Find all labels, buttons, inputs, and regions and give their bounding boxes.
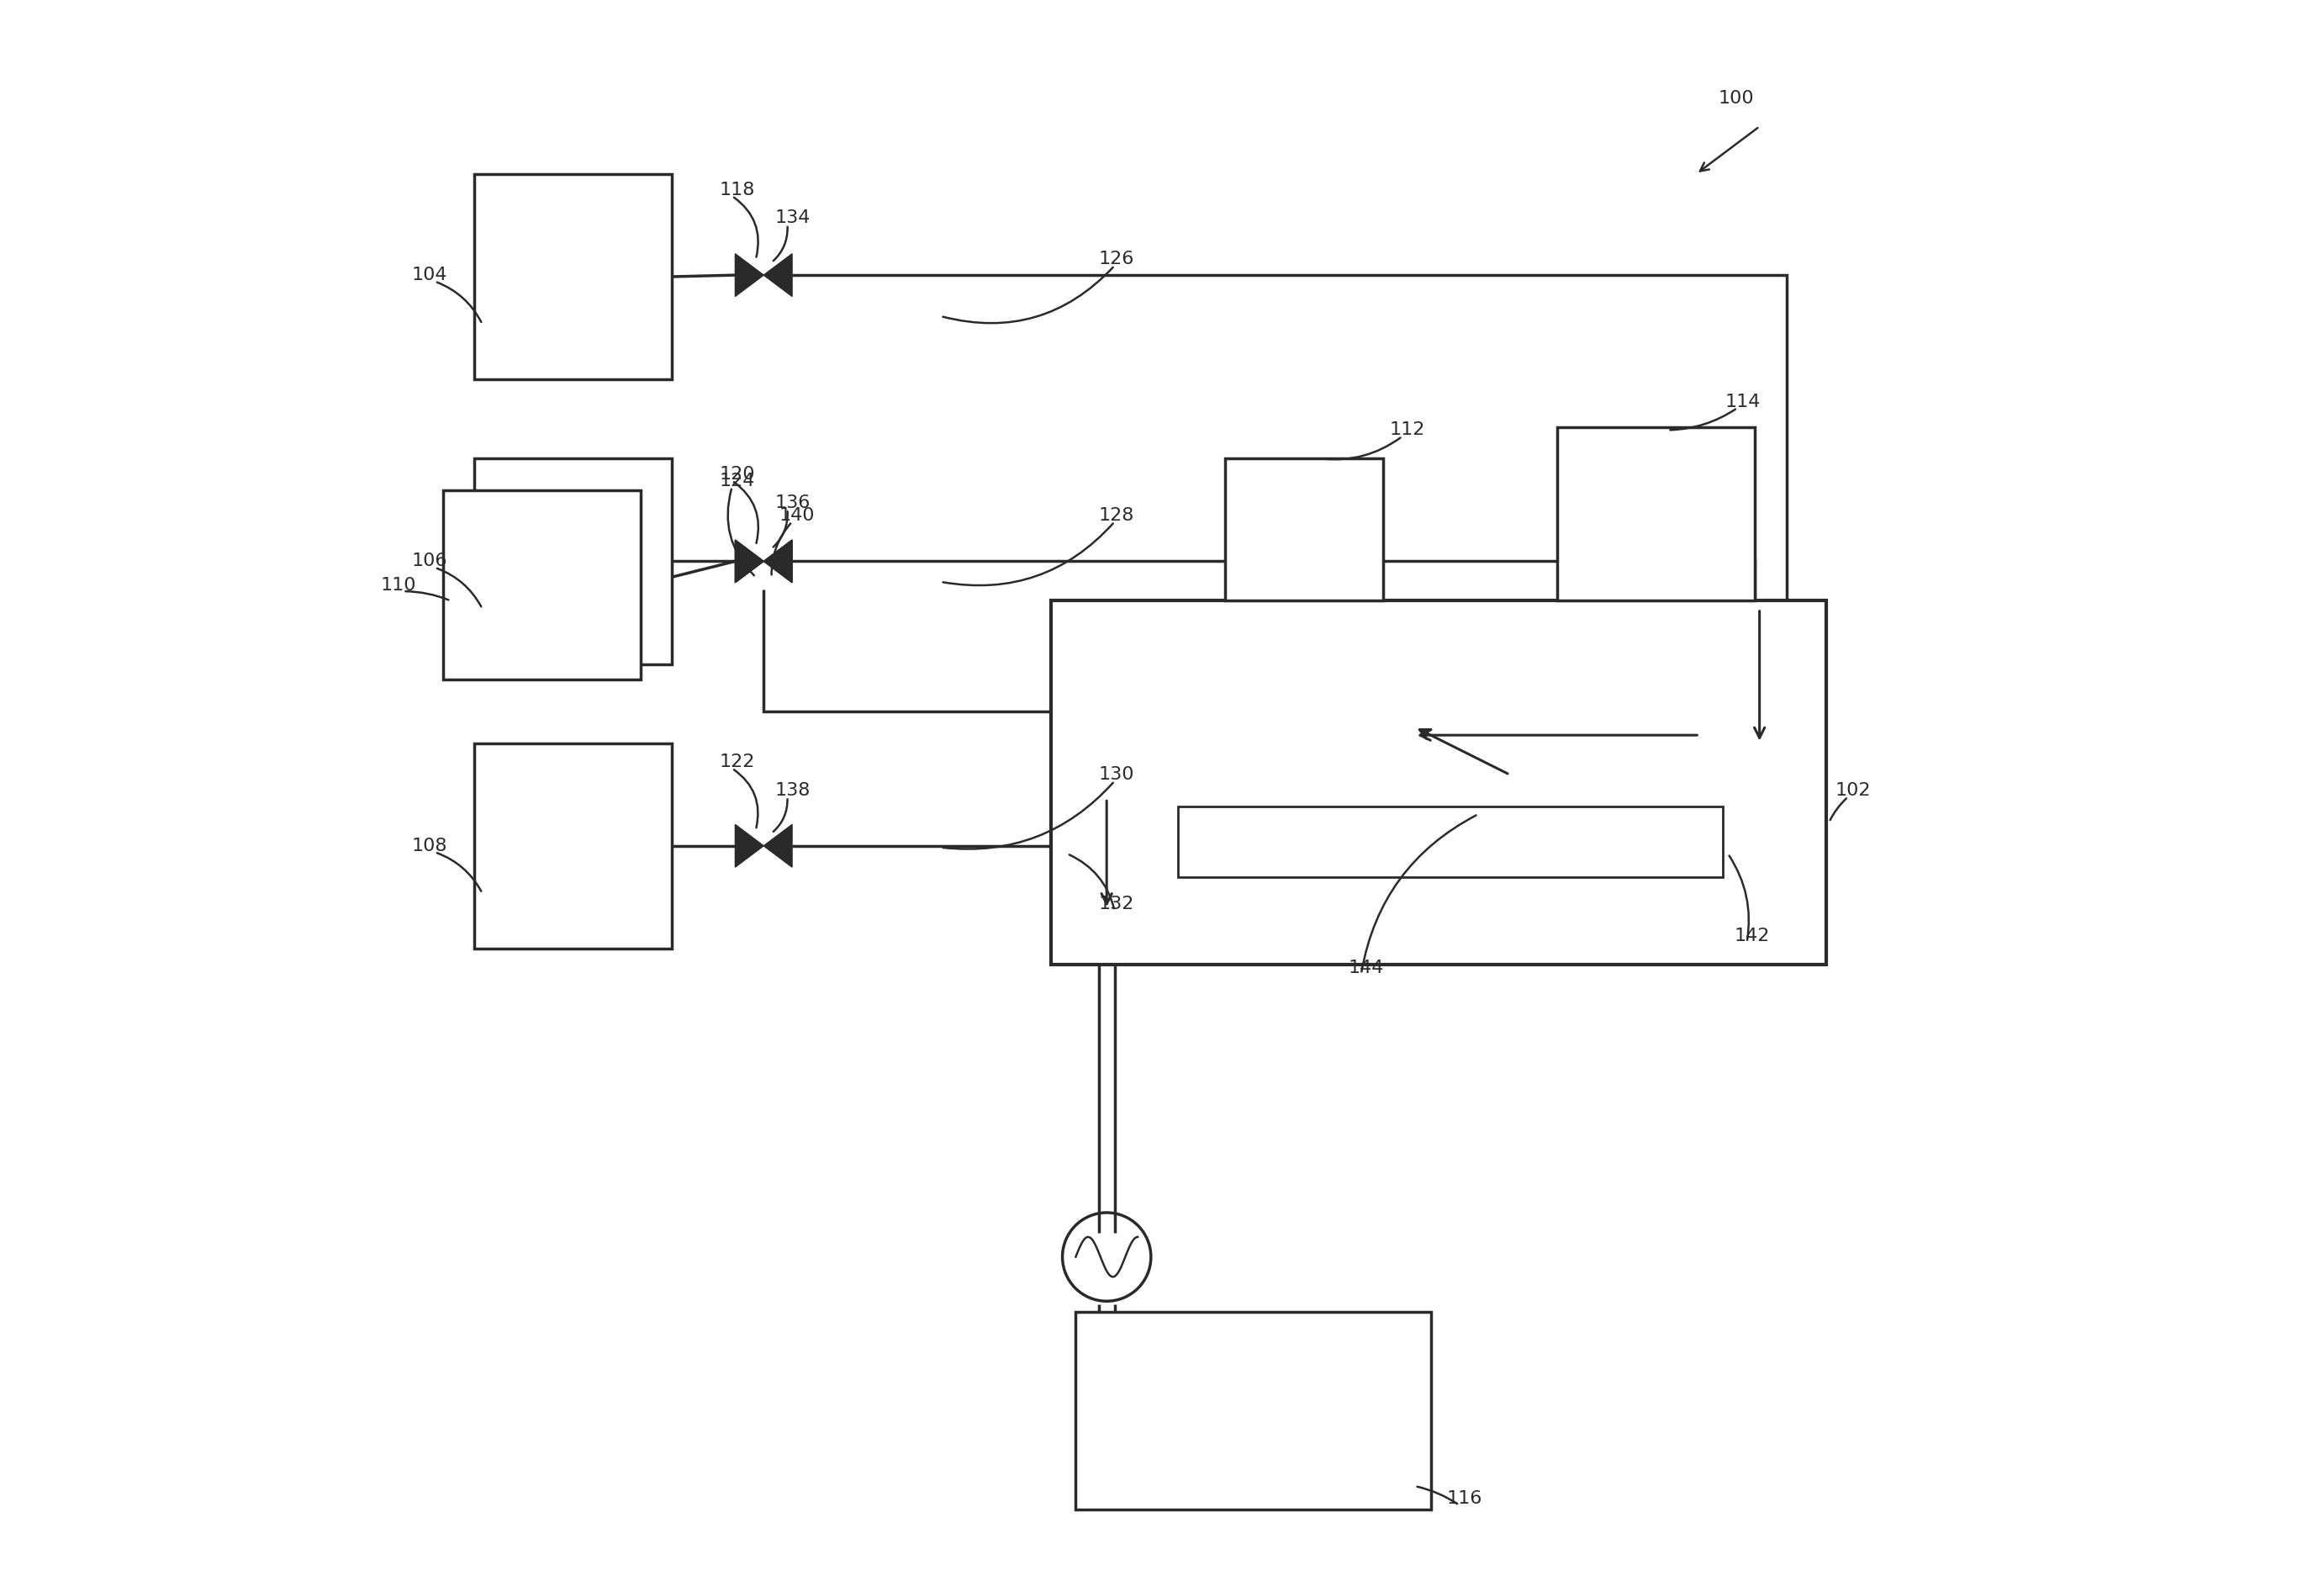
Text: 126: 126 <box>1099 251 1134 267</box>
FancyBboxPatch shape <box>1178 806 1722 877</box>
Text: 118: 118 <box>720 182 755 198</box>
FancyBboxPatch shape <box>474 458 672 664</box>
Text: 134: 134 <box>774 210 811 226</box>
FancyBboxPatch shape <box>1225 458 1383 601</box>
Polygon shape <box>734 255 765 297</box>
Text: 106: 106 <box>411 553 449 569</box>
FancyBboxPatch shape <box>1557 427 1755 601</box>
Text: 108: 108 <box>411 838 449 854</box>
Text: 130: 130 <box>1099 767 1134 783</box>
Text: 132: 132 <box>1099 896 1134 912</box>
Text: 102: 102 <box>1836 783 1871 798</box>
Text: 124: 124 <box>720 473 755 489</box>
Polygon shape <box>734 541 765 582</box>
FancyBboxPatch shape <box>1050 601 1827 964</box>
Text: 144: 144 <box>1348 960 1385 975</box>
Polygon shape <box>765 541 792 582</box>
Text: 112: 112 <box>1390 422 1425 438</box>
Polygon shape <box>734 541 765 582</box>
FancyBboxPatch shape <box>444 490 641 680</box>
Text: 120: 120 <box>720 466 755 482</box>
FancyBboxPatch shape <box>474 174 672 379</box>
Text: 100: 100 <box>1717 90 1755 106</box>
Text: 122: 122 <box>720 754 755 770</box>
Text: 114: 114 <box>1724 394 1759 409</box>
Polygon shape <box>765 541 792 582</box>
Text: 138: 138 <box>774 783 811 798</box>
Text: 136: 136 <box>774 495 811 511</box>
Text: 110: 110 <box>381 577 416 593</box>
Polygon shape <box>734 825 765 866</box>
FancyBboxPatch shape <box>1076 1312 1432 1510</box>
Polygon shape <box>765 825 792 866</box>
Text: 116: 116 <box>1446 1491 1483 1507</box>
Text: 128: 128 <box>1099 508 1134 523</box>
Polygon shape <box>765 255 792 297</box>
FancyBboxPatch shape <box>474 743 672 949</box>
Text: 142: 142 <box>1734 928 1771 944</box>
Text: 140: 140 <box>779 508 816 523</box>
Text: 104: 104 <box>411 267 449 283</box>
